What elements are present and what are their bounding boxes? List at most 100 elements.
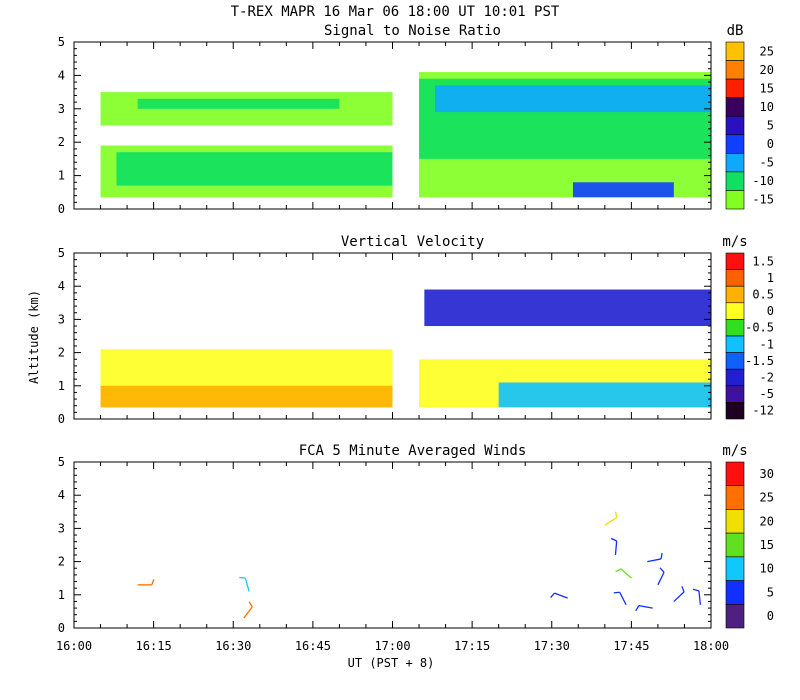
- data-gap: [397, 42, 420, 209]
- data-region: [434, 85, 711, 113]
- colorbar-label: 10: [760, 562, 774, 576]
- wind-barb: [244, 577, 250, 592]
- colorbar-label: 15: [760, 538, 774, 552]
- colorbar-cell: [725, 580, 745, 605]
- colorbar-label: -5: [760, 387, 774, 401]
- data-region: [116, 152, 393, 186]
- x-axis-label: UT (PST + 8): [348, 656, 435, 670]
- colorbar-cell: [725, 485, 745, 510]
- data-region: [100, 92, 393, 126]
- colorbar-label: 10: [760, 100, 774, 114]
- y-tick-label: 4: [58, 488, 65, 502]
- wind-barb-flag: [248, 601, 253, 608]
- colorbar-cell: [725, 78, 745, 98]
- panel-title: FCA 5 Minute Averaged Winds: [299, 443, 527, 459]
- wind-barb-flag: [635, 605, 640, 612]
- colorbar-units: dB: [727, 23, 744, 39]
- panel-3: FCA 5 Minute Averaged Winds 0 1 2 3 4 5 30 25 20 1…: [58, 443, 774, 635]
- colorbar-label: -12: [752, 404, 774, 418]
- x-tick-label: 17:15: [454, 639, 490, 653]
- colorbar-label: 0: [767, 609, 774, 623]
- colorbar-cell: [725, 269, 745, 287]
- y-tick-label: 2: [58, 346, 65, 360]
- colorbar-label: 1: [767, 271, 774, 285]
- colorbar-label: 20: [760, 63, 774, 77]
- colorbar-label: -10: [752, 174, 774, 188]
- data-region: [137, 98, 340, 109]
- x-tick-label: 16:30: [215, 639, 251, 653]
- y-tick-label: 2: [58, 135, 65, 149]
- colorbar-cell: [725, 319, 745, 337]
- wind-barb-flag: [613, 591, 620, 594]
- colorbar-cell: [725, 115, 745, 136]
- y-tick-label: 1: [58, 379, 65, 393]
- y-tick-label: 5: [58, 455, 65, 469]
- x-tick-label: 17:00: [374, 639, 410, 653]
- colorbar-units: m/s: [722, 234, 747, 250]
- data-region: [498, 382, 711, 408]
- colorbar-cell: [725, 335, 745, 353]
- colorbar-cell: [725, 368, 745, 387]
- panels: Signal to Noise Ratio0123452520151050-5-…: [56, 23, 774, 653]
- data-region: [572, 182, 674, 198]
- x-tick-label: 16:15: [136, 639, 172, 653]
- wind-barb: [698, 590, 702, 605]
- y-tick-label: 3: [58, 102, 65, 116]
- wind-barb: [673, 591, 685, 602]
- colorbar-units: m/s: [722, 443, 747, 459]
- colorbar-cell: [725, 252, 745, 270]
- colorbar-label: 5: [767, 585, 774, 599]
- data-region: [100, 385, 393, 408]
- y-tick-label: 0: [58, 621, 65, 635]
- wind-barb-flag: [239, 576, 246, 579]
- wind-barb: [554, 592, 568, 599]
- colorbar-label: 1.5: [752, 254, 774, 268]
- colorbar-label: 15: [760, 81, 774, 95]
- wind-barb: [638, 605, 653, 609]
- colorbar-label: -2: [760, 371, 774, 385]
- colorbar-cell: [725, 402, 745, 420]
- panel-1: Signal to Noise Ratio 0 1 2 3 4 5 25 20 15 10 5 0 -5 -…: [58, 23, 774, 216]
- colorbar-cell: [725, 603, 745, 629]
- colorbar-label: 30: [760, 467, 774, 481]
- y-tick-label: 1: [58, 588, 65, 602]
- y-tick-label: 1: [58, 169, 65, 183]
- colorbar-cell: [725, 532, 745, 558]
- y-tick-label: 3: [58, 312, 65, 326]
- wind-barb: [614, 540, 618, 556]
- wind-barb-flag: [550, 592, 556, 598]
- data-region: [424, 289, 711, 327]
- x-tick-label: 17:30: [534, 639, 570, 653]
- wind-barb: [620, 568, 632, 579]
- wind-barb-flag: [681, 586, 685, 593]
- colorbar-cell: [725, 556, 745, 581]
- colorbar-label: -15: [752, 193, 774, 207]
- wind-barb: [243, 606, 253, 619]
- wind-barb: [604, 517, 618, 526]
- colorbar-label: 0.5: [752, 288, 774, 302]
- colorbar-label: 25: [760, 491, 774, 505]
- y-tick-label: 5: [58, 246, 65, 260]
- colorbar-cell: [725, 285, 745, 304]
- colorbar-cell: [725, 134, 745, 154]
- colorbar-cell: [725, 97, 745, 117]
- colorbar-cell: [725, 385, 745, 403]
- colorbar-label: -1.5: [745, 354, 774, 368]
- wind-barb-flag: [615, 568, 622, 573]
- y-axis-label: Altitude (km): [27, 290, 41, 384]
- wind-barb-flag: [660, 552, 663, 560]
- colorbar-label: -1: [760, 337, 774, 351]
- y-tick-label: 2: [58, 555, 65, 569]
- figure-title: T-REX MAPR 16 Mar 06 18:00 UT 10:01 PST: [231, 4, 560, 20]
- wind-barb: [647, 558, 662, 563]
- colorbar-cell: [725, 302, 745, 320]
- x-tick-label: 17:45: [613, 639, 649, 653]
- colorbar-cell: [725, 153, 745, 173]
- colorbar-label: -5: [760, 156, 774, 170]
- colorbar-cell: [725, 461, 745, 487]
- wind-barb-flag: [151, 579, 155, 586]
- wind-barb-flag: [614, 511, 618, 518]
- colorbar-cell: [725, 171, 745, 191]
- colorbar-cell: [725, 41, 745, 61]
